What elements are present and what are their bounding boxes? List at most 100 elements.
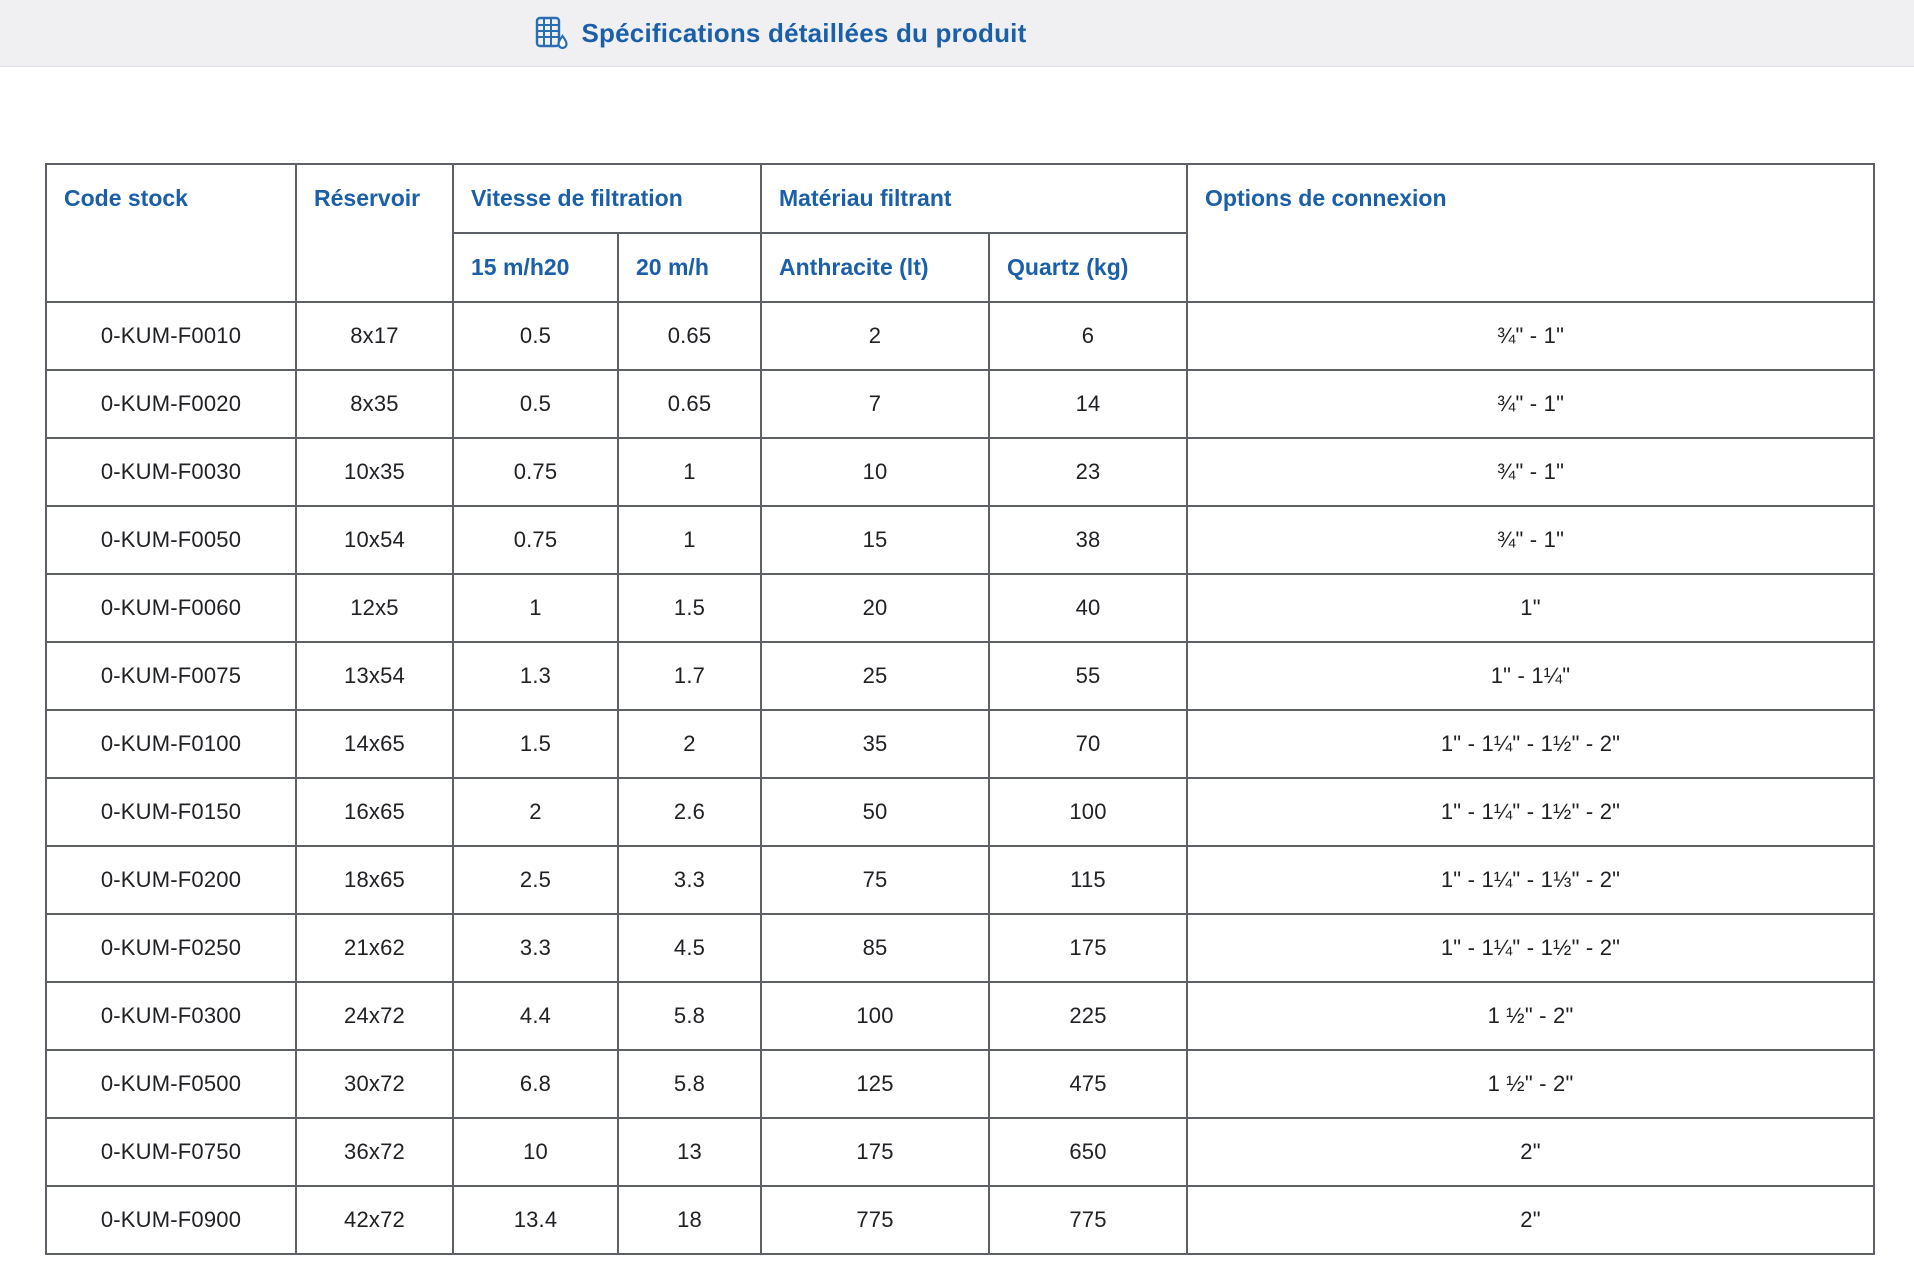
cell-vitesse-15: 0.5 <box>452 369 619 439</box>
header-row-groups: Code stock Réservoir Vitesse de filtrati… <box>45 163 1876 303</box>
table-row: 0-KUM-F0030 10x35 0.75 1 10 23 ¾" - 1" <box>45 437 1876 507</box>
cell-code-stock: 0-KUM-F0300 <box>45 981 297 1051</box>
table-row: 0-KUM-F0010 8x17 0.5 0.65 2 6 ¾" - 1" <box>45 301 1876 371</box>
cell-vitesse-20: 3.3 <box>616 845 763 915</box>
cell-anthracite-lt: 85 <box>760 913 991 983</box>
cell-quartz-kg: 23 <box>988 437 1189 507</box>
cell-anthracite-lt: 175 <box>760 1117 991 1187</box>
table-row: 0-KUM-F0900 42x72 13.4 18 775 775 2" <box>45 1185 1876 1255</box>
cell-reservoir: 18x65 <box>295 845 454 915</box>
table-row: 0-KUM-F0150 16x65 2 2.6 50 100 1" - 1¼" - 1½" … <box>45 777 1876 847</box>
cell-code-stock: 0-KUM-F0020 <box>45 369 297 439</box>
cell-vitesse-15: 1.3 <box>452 641 619 711</box>
cell-anthracite-lt: 25 <box>760 641 991 711</box>
table-row: 0-KUM-F0750 36x72 10 13 175 650 2" <box>45 1117 1876 1187</box>
cell-reservoir: 14x65 <box>295 709 454 779</box>
cell-quartz-kg: 775 <box>988 1185 1189 1255</box>
cell-quartz-kg: 115 <box>988 845 1189 915</box>
cell-quartz-kg: 100 <box>988 777 1189 847</box>
cell-vitesse-20: 1 <box>616 505 763 575</box>
cell-code-stock: 0-KUM-F0500 <box>45 1049 297 1119</box>
cell-quartz-kg: 225 <box>988 981 1189 1051</box>
cell-vitesse-20: 5.8 <box>616 1049 763 1119</box>
cell-quartz-kg: 650 <box>988 1117 1189 1187</box>
cell-code-stock: 0-KUM-F0150 <box>45 777 297 847</box>
cell-vitesse-15: 2.5 <box>452 845 619 915</box>
cell-vitesse-15: 6.8 <box>452 1049 619 1119</box>
col-header-code-stock: Code stock <box>45 163 297 303</box>
table-row: 0-KUM-F0100 14x65 1.5 2 35 70 1" - 1¼" - 1½" -… <box>45 709 1876 779</box>
cell-reservoir: 42x72 <box>295 1185 454 1255</box>
cell-reservoir: 8x35 <box>295 369 454 439</box>
section-title: Spécifications détaillées du produit <box>0 0 1560 66</box>
spec-table-header: Code stock Réservoir Vitesse de filtrati… <box>45 163 1876 303</box>
table-row: 0-KUM-F0060 12x5 1 1.5 20 40 1" <box>45 573 1876 643</box>
cell-vitesse-15: 0.75 <box>452 505 619 575</box>
cell-quartz-kg: 6 <box>988 301 1189 371</box>
table-row: 0-KUM-F0250 21x62 3.3 4.5 85 175 1" - 1¼" - 1½… <box>45 913 1876 983</box>
cell-options-connexion: 1" - 1¼" - 1⅓" - 2" <box>1186 845 1876 915</box>
cell-quartz-kg: 38 <box>988 505 1189 575</box>
cell-options-connexion: ¾" - 1" <box>1186 437 1876 507</box>
cell-reservoir: 36x72 <box>295 1117 454 1187</box>
col-header-reservoir: Réservoir <box>295 163 454 303</box>
cell-anthracite-lt: 50 <box>760 777 991 847</box>
cell-vitesse-20: 5.8 <box>616 981 763 1051</box>
cell-vitesse-15: 13.4 <box>452 1185 619 1255</box>
cell-anthracite-lt: 35 <box>760 709 991 779</box>
cell-vitesse-20: 2.6 <box>616 777 763 847</box>
header-row-subs: 15 m/h20 20 m/h Anthracite (lt) Quartz (… <box>46 232 1874 303</box>
cell-quartz-kg: 475 <box>988 1049 1189 1119</box>
cell-code-stock: 0-KUM-F0010 <box>45 301 297 371</box>
cell-quartz-kg: 55 <box>988 641 1189 711</box>
col-header-materiau-group: Matériau filtrant <box>760 163 1189 234</box>
cell-options-connexion: ¾" - 1" <box>1186 301 1876 371</box>
cell-vitesse-20: 0.65 <box>616 369 763 439</box>
cell-code-stock: 0-KUM-F0100 <box>45 709 297 779</box>
cell-reservoir: 21x62 <box>295 913 454 983</box>
table-row: 0-KUM-F0200 18x65 2.5 3.3 75 115 1" - 1¼" - 1⅓… <box>45 845 1876 915</box>
table-row: 0-KUM-F0020 8x35 0.5 0.65 7 14 ¾" - 1" <box>45 369 1876 439</box>
col-header-vitesse-group: Vitesse de filtration <box>451 163 763 234</box>
spec-table: Code stock Réservoir Vitesse de filtrati… <box>45 163 1876 1255</box>
page-title: Spécifications détaillées du produit <box>581 17 1027 48</box>
cell-vitesse-15: 1 <box>452 573 619 643</box>
cell-code-stock: 0-KUM-F0050 <box>45 505 297 575</box>
cell-reservoir: 10x35 <box>295 437 454 507</box>
cell-anthracite-lt: 10 <box>760 437 991 507</box>
cell-vitesse-15: 0.75 <box>452 437 619 507</box>
cell-vitesse-15: 1.5 <box>452 709 619 779</box>
cell-quartz-kg: 70 <box>988 709 1189 779</box>
cell-vitesse-20: 1.5 <box>616 573 763 643</box>
col-header-20mh: 20 m/h <box>616 232 763 303</box>
cell-vitesse-20: 4.5 <box>616 913 763 983</box>
cell-code-stock: 0-KUM-F0060 <box>45 573 297 643</box>
table-row: 0-KUM-F0050 10x54 0.75 1 15 38 ¾" - 1" <box>45 505 1876 575</box>
cell-reservoir: 13x54 <box>295 641 454 711</box>
col-header-15mh: 15 m/h20 <box>452 232 619 303</box>
cell-reservoir: 24x72 <box>295 981 454 1051</box>
cell-reservoir: 8x17 <box>295 301 454 371</box>
cell-anthracite-lt: 7 <box>760 369 991 439</box>
cell-options-connexion: 1" - 1¼" <box>1186 641 1876 711</box>
cell-code-stock: 0-KUM-F0250 <box>45 913 297 983</box>
cell-anthracite-lt: 2 <box>760 301 991 371</box>
cell-code-stock: 0-KUM-F0030 <box>45 437 297 507</box>
table-row: 0-KUM-F0075 13x54 1.3 1.7 25 55 1" - 1¼" <box>45 641 1876 711</box>
cell-vitesse-15: 2 <box>452 777 619 847</box>
cell-options-connexion: 1" - 1¼" - 1½" - 2" <box>1186 913 1876 983</box>
cell-options-connexion: 1" <box>1186 573 1876 643</box>
cell-code-stock: 0-KUM-F0200 <box>45 845 297 915</box>
cell-vitesse-15: 4.4 <box>452 981 619 1051</box>
cell-anthracite-lt: 125 <box>760 1049 991 1119</box>
cell-quartz-kg: 40 <box>988 573 1189 643</box>
col-header-quartz: Quartz (kg) <box>988 232 1189 303</box>
cell-options-connexion: 2" <box>1186 1185 1876 1255</box>
cell-options-connexion: ¾" - 1" <box>1186 369 1876 439</box>
spec-table-body: 0-KUM-F0010 8x17 0.5 0.65 2 6 ¾" - 1" 0-KUM-F00… <box>45 301 1876 1255</box>
cell-options-connexion: 1 ½" - 2" <box>1186 1049 1876 1119</box>
col-header-anthracite: Anthracite (lt) <box>760 232 991 303</box>
col-header-options: Options de connexion <box>1186 163 1876 303</box>
cell-reservoir: 12x5 <box>295 573 454 643</box>
